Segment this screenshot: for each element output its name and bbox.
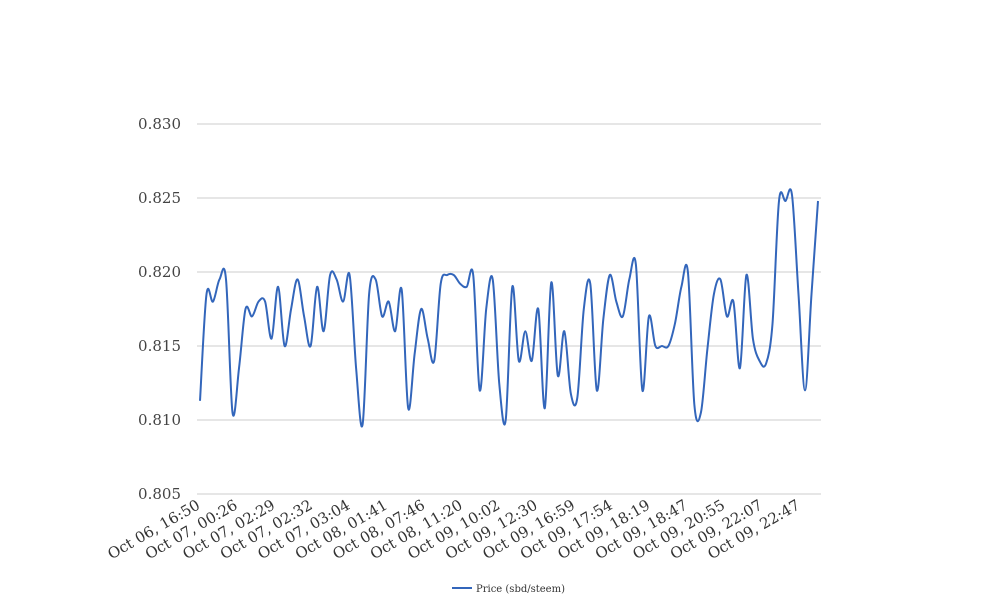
y-tick-label: 0.815: [138, 337, 181, 355]
y-tick-label: 0.805: [138, 485, 181, 503]
y-tick-label: 0.810: [138, 411, 181, 429]
legend: Price (sbd/steem): [452, 584, 565, 595]
legend-label: Price (sbd/steem): [476, 584, 565, 595]
series-lines: [199, 188, 819, 428]
grid-lines: [197, 123, 821, 495]
series-line-price: [199, 188, 819, 428]
y-tick-label: 0.825: [138, 189, 181, 207]
y-tick-label: 0.820: [138, 263, 181, 281]
y-axis-ticks: 0.830 0.825 0.820 0.815 0.810 0.805: [138, 115, 181, 503]
y-tick-label: 0.830: [138, 115, 181, 133]
